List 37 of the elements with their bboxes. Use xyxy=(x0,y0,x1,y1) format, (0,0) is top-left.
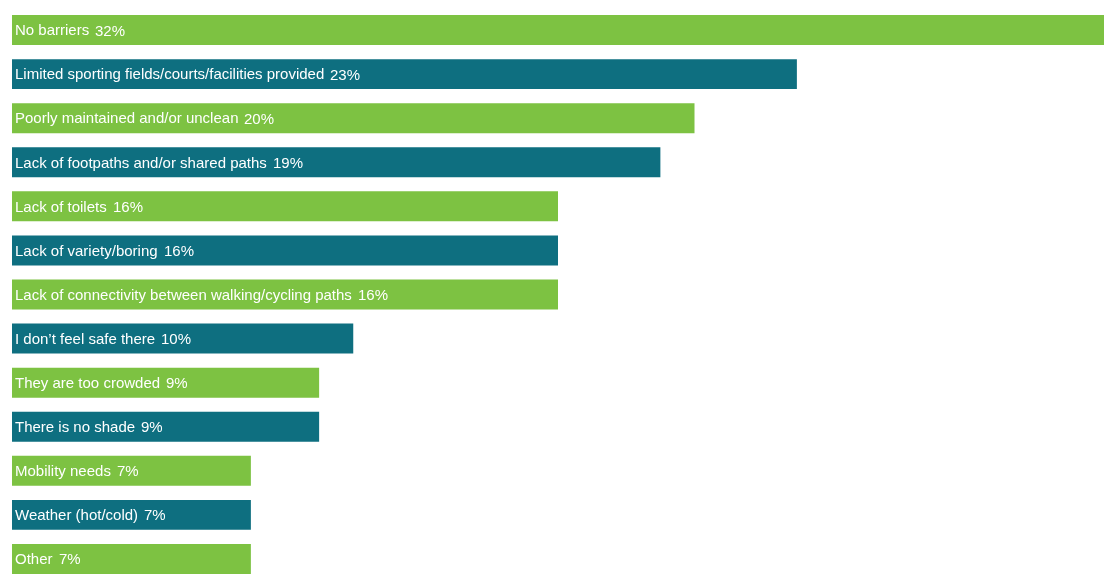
data-label: 7% xyxy=(117,462,139,479)
y-tick-label: Lack of connectivity between walking/cycling paths xyxy=(15,285,352,303)
y-tick-label: I don’t feel safe there xyxy=(15,329,156,347)
y-tick-label: No barriers xyxy=(15,21,90,39)
bar xyxy=(12,323,354,354)
data-label: 10% xyxy=(161,330,192,347)
bar xyxy=(12,543,251,574)
bar xyxy=(12,191,558,222)
bar xyxy=(12,15,1104,46)
bar xyxy=(12,59,797,90)
data-label: 16% xyxy=(113,198,144,215)
data-label: 32% xyxy=(95,22,126,39)
bar xyxy=(12,367,320,398)
data-label: 9% xyxy=(141,418,163,435)
bar xyxy=(12,455,251,486)
y-tick-label: Mobility needs xyxy=(15,462,111,480)
bar xyxy=(12,147,661,178)
data-label: 16% xyxy=(358,286,389,303)
bar xyxy=(12,103,695,134)
data-label: 19% xyxy=(273,154,304,171)
y-tick-label: Lack of variety/boring xyxy=(15,241,158,259)
y-tick-label: There is no shade xyxy=(15,417,136,435)
y-tick-label: Lack of footpaths and/or shared paths xyxy=(15,153,267,171)
data-label: 7% xyxy=(144,506,166,523)
y-tick-label: Weather (hot/cold) xyxy=(15,506,139,524)
bar xyxy=(12,411,320,442)
bar xyxy=(12,235,558,266)
y-tick-label: Other xyxy=(15,550,53,568)
y-tick-label: They are too crowded xyxy=(15,373,161,391)
data-label: 23% xyxy=(330,66,361,83)
data-label: 7% xyxy=(59,550,81,567)
data-label: 16% xyxy=(164,242,195,259)
y-tick-label: Limited sporting fields/courts/facilities provided xyxy=(15,65,325,83)
data-label: 20% xyxy=(244,110,275,127)
y-tick-label: Poorly maintained and/or unclean xyxy=(15,109,239,127)
data-label: 9% xyxy=(166,374,188,391)
y-tick-label: Lack of toilets xyxy=(15,197,107,215)
